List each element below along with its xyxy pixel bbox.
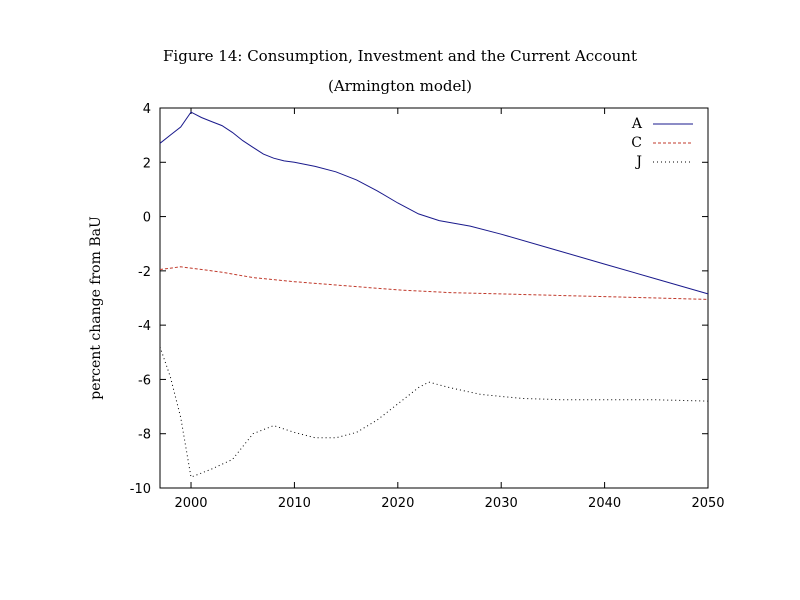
y-axis: 4 2 0 -2 -4 -6 -8 -10: [130, 102, 708, 497]
chart-subtitle: (Armington model): [328, 77, 472, 95]
series-line-a: [159, 111, 709, 295]
y-tick-label: -6: [138, 373, 151, 388]
y-tick-label: -8: [138, 428, 151, 443]
legend-label-c: C: [631, 135, 642, 151]
y-tick-label: -2: [138, 265, 151, 280]
y-axis-label: percent change from BaU: [88, 216, 104, 400]
legend: ACJ: [631, 116, 693, 170]
chart-title: Figure 14: Consumption, Investment and t…: [163, 47, 637, 65]
y-tick-label: -4: [138, 319, 151, 334]
x-tick-label: 2000: [174, 496, 207, 511]
y-tick-label: 4: [143, 102, 151, 117]
y-tick-label: 0: [143, 211, 151, 226]
series-line-c: [159, 266, 709, 300]
x-tick-label: 2040: [588, 496, 621, 511]
x-axis: 2000 2010 2020 2030 2040 2050: [174, 108, 725, 511]
x-tick-label: 2010: [278, 496, 311, 511]
x-tick-label: 2050: [691, 496, 724, 511]
legend-label-a: A: [631, 116, 643, 132]
legend-label-j: J: [634, 154, 642, 170]
plot-frame: [159, 107, 709, 489]
y-tick-label: -10: [130, 482, 151, 497]
series-line-j: [159, 346, 709, 478]
plot-area: [159, 111, 709, 478]
x-tick-label: 2030: [485, 496, 518, 511]
y-tick-label: 2: [143, 156, 151, 171]
x-tick-label: 2020: [381, 496, 414, 511]
